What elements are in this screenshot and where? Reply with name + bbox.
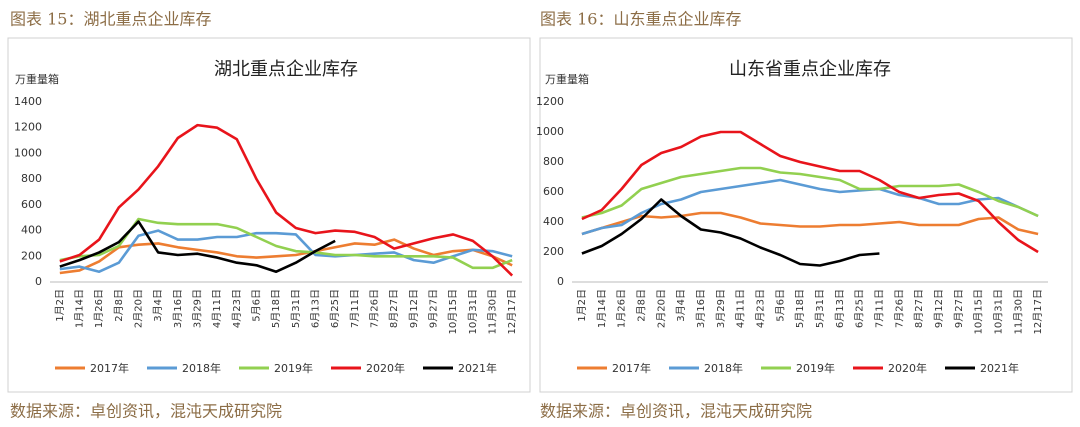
x-tick-label: 3月29日 bbox=[192, 289, 204, 328]
y-tick-label: 0 bbox=[35, 275, 42, 288]
x-tick-label: 3月16日 bbox=[695, 289, 707, 328]
x-tick-label: 1月2日 bbox=[54, 289, 66, 322]
x-tick-label: 12月17日 bbox=[1032, 289, 1044, 334]
y-tick-label: 1400 bbox=[14, 95, 42, 108]
x-tick-label: 10月15日 bbox=[973, 289, 985, 334]
caption: 图表 15：湖北重点企业库存 bbox=[10, 10, 211, 29]
x-tick-label: 12月17日 bbox=[506, 289, 518, 334]
x-tick-label: 7月26日 bbox=[369, 289, 381, 328]
legend-label: 2021年 bbox=[458, 361, 497, 375]
chart-title: 山东省重点企业库存 bbox=[729, 59, 891, 80]
x-tick-label: 5月18日 bbox=[794, 289, 806, 328]
x-tick-label: 11月30日 bbox=[487, 289, 499, 334]
series-line bbox=[59, 220, 336, 274]
y-tick-label: 200 bbox=[543, 245, 564, 258]
x-tick-label: 5月31日 bbox=[814, 289, 826, 328]
legend-label: 2020年 bbox=[888, 361, 927, 375]
caption: 图表 16：山东重点企业库存 bbox=[540, 10, 741, 29]
y-tick-label: 1200 bbox=[536, 95, 564, 108]
x-tick-label: 10月31日 bbox=[992, 289, 1004, 334]
x-tick-label: 6月13日 bbox=[834, 289, 846, 328]
x-tick-label: 9月27日 bbox=[428, 289, 440, 328]
x-tick-label: 4月23日 bbox=[754, 289, 766, 328]
y-tick-label: 1000 bbox=[14, 146, 42, 159]
x-tick-label: 7月11日 bbox=[349, 289, 361, 328]
y-axis-label: 万重量箱 bbox=[545, 72, 589, 86]
x-tick-label: 1月14日 bbox=[596, 289, 608, 328]
x-tick-label: 2月20日 bbox=[655, 289, 667, 328]
x-tick-label: 9月12日 bbox=[933, 289, 945, 328]
y-tick-label: 600 bbox=[543, 185, 564, 198]
x-tick-label: 3月4日 bbox=[675, 289, 687, 322]
x-tick-label: 2月8日 bbox=[635, 289, 647, 322]
y-axis-label: 万重量箱 bbox=[15, 72, 59, 86]
series-line bbox=[581, 166, 1039, 219]
legend-label: 2019年 bbox=[274, 361, 313, 375]
legend-label: 2019年 bbox=[796, 361, 835, 375]
y-tick-label: 400 bbox=[543, 215, 564, 228]
source: 数据来源：卓创资讯，混沌天成研究院 bbox=[10, 402, 282, 421]
y-tick-label: 400 bbox=[21, 224, 42, 237]
x-tick-label: 6月25日 bbox=[329, 289, 341, 328]
x-tick-label: 5月6日 bbox=[251, 289, 263, 322]
x-tick-label: 9月12日 bbox=[408, 289, 420, 328]
source: 数据来源：卓创资讯，混沌天成研究院 bbox=[540, 402, 812, 421]
series-line bbox=[59, 238, 513, 275]
y-tick-label: 1000 bbox=[536, 125, 564, 138]
chart-title: 湖北重点企业库存 bbox=[214, 59, 358, 80]
x-tick-label: 11月30日 bbox=[1012, 289, 1024, 334]
x-tick-label: 1月14日 bbox=[74, 289, 86, 328]
y-tick-label: 0 bbox=[557, 275, 564, 288]
x-tick-label: 1月26日 bbox=[93, 289, 105, 328]
legend-label: 2017年 bbox=[612, 361, 651, 375]
x-tick-label: 7月26日 bbox=[893, 289, 905, 328]
x-tick-label: 4月11日 bbox=[211, 289, 223, 328]
legend-label: 2021年 bbox=[980, 361, 1019, 375]
x-tick-label: 8月27日 bbox=[913, 289, 925, 328]
x-tick-label: 6月13日 bbox=[310, 289, 322, 328]
series-line bbox=[59, 123, 514, 277]
x-tick-label: 3月4日 bbox=[152, 289, 164, 322]
y-tick-label: 800 bbox=[543, 155, 564, 168]
x-tick-label: 10月31日 bbox=[467, 289, 479, 334]
legend-label: 2018年 bbox=[182, 361, 221, 375]
y-tick-label: 600 bbox=[21, 198, 42, 211]
x-tick-label: 6月25日 bbox=[854, 289, 866, 328]
x-tick-label: 3月29日 bbox=[715, 289, 727, 328]
legend-label: 2017年 bbox=[90, 361, 129, 375]
x-tick-label: 4月11日 bbox=[735, 289, 747, 328]
legend-label: 2018年 bbox=[704, 361, 743, 375]
series-line bbox=[581, 198, 880, 267]
x-tick-label: 8月27日 bbox=[388, 289, 400, 328]
panel-frame bbox=[539, 37, 1073, 393]
series-line bbox=[581, 178, 1039, 236]
x-tick-label: 1月2日 bbox=[576, 289, 588, 322]
x-tick-label: 5月18日 bbox=[270, 289, 282, 328]
series-line bbox=[581, 211, 1039, 236]
series-line bbox=[581, 130, 1039, 254]
panel-frame bbox=[7, 37, 531, 393]
x-tick-label: 3月16日 bbox=[172, 289, 184, 328]
x-tick-label: 9月27日 bbox=[953, 289, 965, 328]
series-line bbox=[59, 229, 513, 274]
x-tick-label: 4月23日 bbox=[231, 289, 243, 328]
x-tick-label: 2月20日 bbox=[133, 289, 145, 328]
x-tick-label: 5月6日 bbox=[774, 289, 786, 322]
x-tick-label: 1月26日 bbox=[616, 289, 628, 328]
legend-label: 2020年 bbox=[366, 361, 405, 375]
y-tick-label: 200 bbox=[21, 249, 42, 262]
y-tick-label: 800 bbox=[21, 172, 42, 185]
x-tick-label: 10月15日 bbox=[447, 289, 459, 334]
x-tick-label: 5月31日 bbox=[290, 289, 302, 328]
y-tick-label: 1200 bbox=[14, 121, 42, 134]
x-tick-label: 7月11日 bbox=[873, 289, 885, 328]
x-tick-label: 2月8日 bbox=[113, 289, 125, 322]
